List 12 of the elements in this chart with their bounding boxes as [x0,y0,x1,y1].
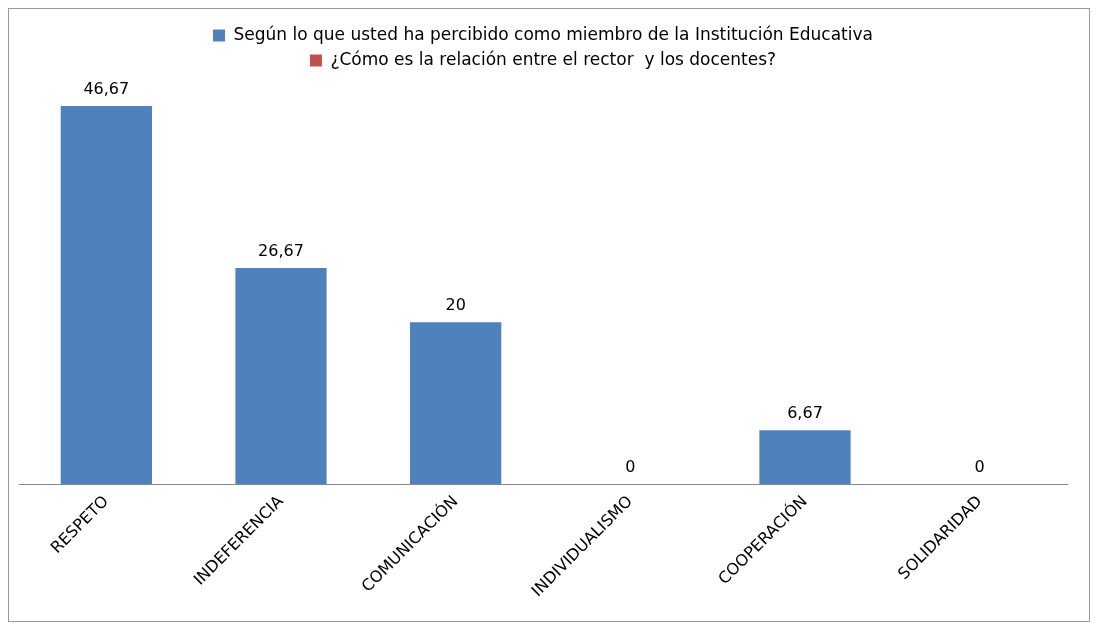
legend-label: Según lo que usted ha percibido como miembro de la Institución Educativa [233,23,873,44]
data-label: 20 [445,295,466,315]
data-label: 0 [974,457,985,477]
data-label: 46,67 [83,79,130,99]
data-label: 0 [625,457,636,477]
legend-label: ¿Cómo es la relación entre el rector y los docentes? [330,48,777,69]
data-label: 26,67 [258,241,304,261]
bar [60,105,152,485]
bar [410,322,502,485]
bar [759,430,851,485]
bar [235,268,327,485]
data-label: 6,67 [787,403,823,423]
